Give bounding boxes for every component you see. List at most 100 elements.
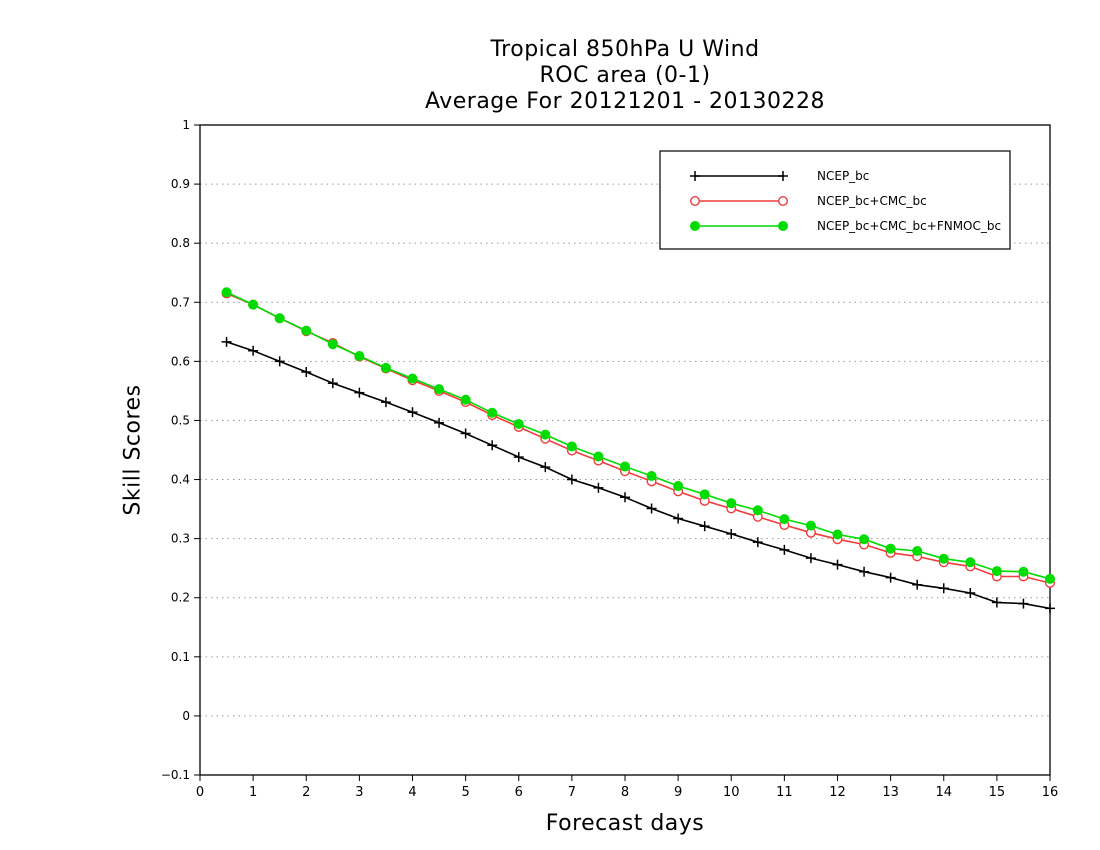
legend-label: NCEP_bc xyxy=(817,169,869,183)
x-tick-label: 14 xyxy=(935,785,952,800)
data-point xyxy=(593,482,604,493)
data-point xyxy=(620,492,630,503)
series-line xyxy=(226,291,1051,580)
data-point xyxy=(778,171,788,181)
data-point xyxy=(673,481,684,492)
data-point xyxy=(912,546,923,557)
data-point xyxy=(513,452,524,463)
data-point xyxy=(354,387,365,398)
data-point xyxy=(354,351,365,362)
data-point xyxy=(832,559,843,570)
data-point xyxy=(460,394,471,405)
series-line xyxy=(226,292,1051,584)
data-point xyxy=(487,440,498,451)
data-point xyxy=(752,505,763,516)
data-point xyxy=(301,325,312,336)
data-point xyxy=(991,566,1002,577)
data-point xyxy=(248,299,259,310)
data-point xyxy=(778,221,788,231)
y-tick-label: 0.7 xyxy=(171,295,190,309)
x-tick-label: 15 xyxy=(989,785,1006,800)
data-point xyxy=(885,543,896,554)
data-point xyxy=(690,221,700,231)
data-point xyxy=(248,345,259,356)
y-tick-label: 0.2 xyxy=(171,591,190,605)
data-point xyxy=(673,513,684,524)
data-point xyxy=(513,419,524,429)
y-tick-label: 0.4 xyxy=(171,473,190,487)
data-point xyxy=(327,339,338,350)
data-point xyxy=(805,520,816,531)
series-1 xyxy=(221,336,1055,614)
data-point xyxy=(859,566,870,577)
chart-title-line-3: Average For 20121201 - 20130228 xyxy=(424,89,826,114)
data-point xyxy=(690,195,701,206)
data-point xyxy=(752,537,763,548)
data-point xyxy=(1018,566,1029,577)
data-point xyxy=(832,529,843,540)
grid-lines xyxy=(200,183,1050,717)
data-point xyxy=(699,521,710,532)
data-point xyxy=(885,572,896,583)
data-point xyxy=(726,528,737,539)
y-tick-label: 0.3 xyxy=(171,532,190,546)
y-tick-label: 1 xyxy=(182,118,190,132)
data-point xyxy=(221,287,232,298)
x-tick-label: 0 xyxy=(196,785,204,800)
data-point xyxy=(778,195,789,206)
series-3 xyxy=(221,287,1055,584)
data-point xyxy=(460,428,471,439)
data-point xyxy=(938,583,949,594)
y-tick-label: 0.6 xyxy=(171,354,190,368)
data-point xyxy=(938,553,949,564)
data-point xyxy=(1045,573,1055,584)
data-point xyxy=(646,503,657,514)
x-tick-label: 7 xyxy=(568,785,576,800)
data-point xyxy=(1045,603,1055,614)
data-point xyxy=(965,588,976,598)
data-point xyxy=(540,462,551,473)
x-tick-label: 10 xyxy=(723,785,740,800)
legend-entry: NCEP_bc xyxy=(690,169,869,183)
series-line xyxy=(226,341,1051,610)
data-point xyxy=(380,397,391,408)
data-point xyxy=(380,362,391,373)
y-tick-label: 0.5 xyxy=(171,413,190,427)
data-point xyxy=(699,489,710,500)
data-point xyxy=(434,384,445,395)
axes: −0.100.10.20.30.40.50.60.70.80.910 1 2 3 4 5 6… xyxy=(161,118,1058,800)
y-tick-label: 0 xyxy=(182,709,190,723)
x-tick-label: 13 xyxy=(882,785,899,800)
data-point xyxy=(327,378,338,389)
data-point xyxy=(274,356,285,367)
legend-label: NCEP_bc+CMC_bc xyxy=(817,194,927,208)
legend: NCEP_bc NCEP_bc+CMC_bc NCEP_bc+CMC_bc+FNMO… xyxy=(659,150,1011,250)
y-tick-label: 0.1 xyxy=(171,650,190,664)
series-lines xyxy=(221,287,1055,614)
x-tick-label: 6 xyxy=(515,785,523,800)
data-point xyxy=(487,407,498,418)
data-point xyxy=(779,514,790,525)
data-point xyxy=(540,429,551,440)
x-tick-label: 2 xyxy=(302,785,310,800)
legend-entry: NCEP_bc+CMC_bc xyxy=(690,194,927,208)
data-point xyxy=(805,553,816,564)
x-axis-label: Forecast days xyxy=(545,811,705,836)
data-point xyxy=(690,171,700,181)
data-point xyxy=(407,407,418,418)
data-point xyxy=(646,471,657,481)
legend-entry: NCEP_bc+CMC_bc+FNMOC_bc xyxy=(690,219,1001,233)
data-point xyxy=(407,373,418,384)
chart-title-line-2: ROC area (0-1) xyxy=(539,63,711,88)
x-tick-label: 12 xyxy=(829,785,846,800)
x-tick-label: 16 xyxy=(1042,785,1059,800)
data-point xyxy=(620,461,630,472)
y-tick-label: 0.8 xyxy=(171,236,190,250)
legend-box xyxy=(659,150,1011,250)
y-tick-label: −0.1 xyxy=(161,768,190,782)
data-point xyxy=(726,498,737,509)
data-point xyxy=(434,417,445,428)
data-point xyxy=(779,544,790,555)
